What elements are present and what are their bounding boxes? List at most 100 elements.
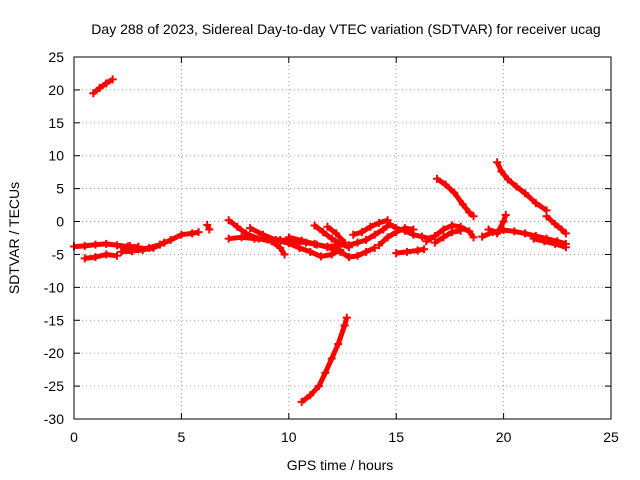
data-point (551, 239, 560, 248)
data-point (521, 189, 530, 198)
data-point (512, 182, 521, 191)
data-point (402, 247, 411, 256)
x-tick-label: 10 (281, 429, 297, 445)
series-arc-b (84, 252, 118, 261)
data-point (91, 240, 100, 249)
data-point (323, 243, 332, 252)
data-point (280, 250, 289, 259)
data-point (433, 174, 442, 183)
data-point (317, 252, 326, 261)
data-point (177, 230, 186, 239)
data-point (314, 382, 323, 391)
series-arc-x (533, 236, 567, 250)
data-point (529, 234, 538, 243)
data-point (127, 247, 136, 256)
plot-frame (73, 56, 612, 420)
data-point (295, 243, 304, 252)
data-point (205, 225, 214, 234)
data-point (89, 89, 98, 98)
data-point (149, 243, 158, 252)
y-tick-label: 10 (48, 148, 64, 164)
data-point (117, 247, 126, 256)
x-axis-label: GPS time / hours (287, 457, 394, 473)
data-point (297, 397, 306, 406)
data-point (370, 230, 379, 239)
data-point (95, 83, 104, 92)
data-point (469, 233, 478, 242)
data-point (561, 229, 570, 238)
data-point (246, 224, 255, 233)
data-point (499, 226, 508, 235)
data-point (499, 217, 508, 226)
data-point (531, 199, 540, 208)
data-point (400, 224, 409, 233)
data-point (349, 230, 358, 239)
data-point (392, 228, 401, 237)
data-point (194, 228, 203, 237)
data-point (340, 321, 349, 330)
data-point (108, 75, 117, 84)
y-tick-label: -30 (44, 411, 64, 427)
data-point (501, 210, 510, 219)
data-point (497, 167, 506, 176)
data-point (166, 235, 175, 244)
series-arc-y (544, 214, 568, 236)
data-point (297, 236, 306, 245)
data-point (362, 235, 371, 244)
data-point (439, 233, 448, 242)
data-point (342, 313, 351, 322)
data-point (422, 237, 431, 246)
y-tick-label: 0 (56, 214, 64, 230)
data-point (327, 250, 336, 259)
data-point (327, 354, 336, 363)
data-point (327, 234, 336, 243)
data-point (344, 253, 353, 262)
data-point (237, 233, 246, 242)
data-point (306, 247, 315, 256)
x-tick-label: 0 (70, 429, 78, 445)
data-point (102, 79, 111, 88)
data-point (366, 222, 375, 231)
data-point (353, 238, 362, 247)
data-series-layer (70, 75, 570, 406)
data-point (224, 216, 233, 225)
data-point (561, 243, 570, 252)
data-point (542, 212, 551, 221)
data-point (430, 238, 439, 247)
data-point (409, 225, 418, 234)
data-point (310, 239, 319, 248)
data-point (441, 180, 450, 189)
data-point (448, 228, 457, 237)
data-point (417, 232, 426, 241)
data-point (465, 227, 474, 236)
y-tick-label: 5 (56, 181, 64, 197)
y-tick-label: -20 (44, 345, 64, 361)
y-tick-label: -25 (44, 378, 64, 394)
data-point (540, 237, 549, 246)
data-point (160, 238, 169, 247)
data-point (125, 241, 134, 250)
data-point (241, 229, 250, 238)
data-point (465, 208, 474, 217)
data-point (332, 229, 341, 238)
y-tick-label: 20 (48, 82, 64, 98)
data-point (357, 228, 366, 237)
y-axis-label: SDTVAR / TECUs (6, 182, 22, 294)
data-point (323, 222, 332, 231)
data-point (379, 225, 388, 234)
y-tick-label: -15 (44, 312, 64, 328)
data-point (310, 221, 319, 230)
data-point (91, 253, 100, 262)
data-point (138, 245, 147, 254)
data-point (321, 368, 330, 377)
data-point (450, 188, 459, 197)
series-arc-s (433, 228, 461, 245)
data-point (383, 216, 392, 225)
data-point (478, 232, 487, 241)
x-tick-label: 15 (388, 429, 404, 445)
data-point (306, 391, 315, 400)
x-axis-ticks: 0 5 10 15 20 25 (70, 57, 619, 445)
data-point (80, 241, 89, 250)
data-point (375, 218, 384, 227)
